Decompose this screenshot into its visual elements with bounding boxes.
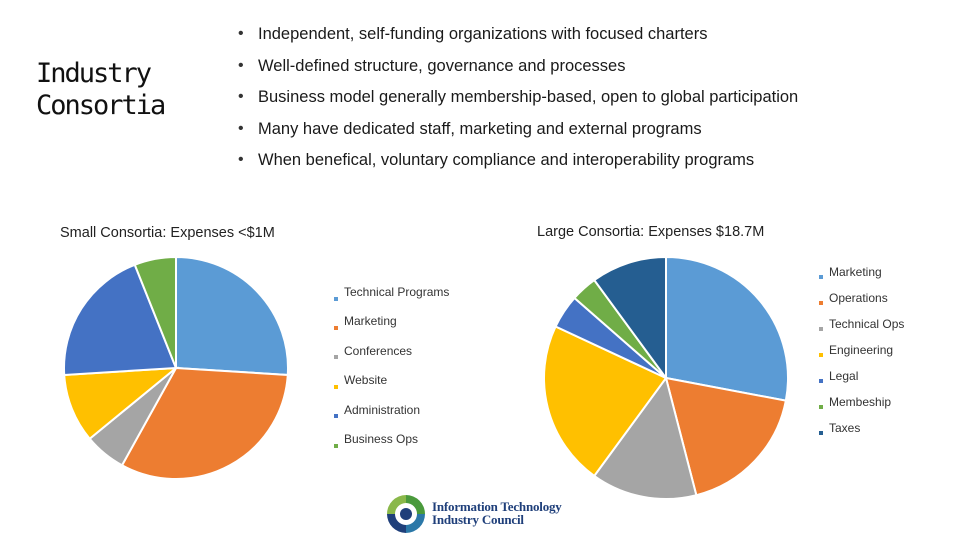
legend-item: Marketing <box>334 313 449 342</box>
itic-logo-text: Information Technology Industry Council <box>432 500 562 526</box>
legend-swatch <box>334 296 338 301</box>
legend-item: Engineering <box>819 342 904 368</box>
pie-slice-technical-programs <box>175 255 289 377</box>
legend-label: Marketing <box>829 265 882 279</box>
logo-text-line-1: Information Technology <box>432 499 562 514</box>
legend-swatch <box>819 353 823 357</box>
small-chart-legend: Technical Programs Marketing Conferences… <box>334 284 449 460</box>
legend-item: Administration <box>334 402 449 431</box>
legend-swatch <box>334 355 338 360</box>
bullet-item: When benefical, voluntary compliance and… <box>236 146 798 178</box>
large-pie-chart <box>543 255 789 500</box>
heading-line-1: Industry <box>36 58 152 89</box>
pie-slice-technical-ops <box>592 375 698 500</box>
legend-label: Technical Ops <box>829 317 905 331</box>
legend-item: Technical Programs <box>334 284 449 313</box>
bullet-item: Independent, self-funding organizations … <box>236 20 798 52</box>
legend-swatch <box>819 379 823 383</box>
legend-swatch <box>819 275 823 279</box>
legend-item: Legal <box>819 368 904 394</box>
pie-slice-taxes <box>592 255 667 382</box>
legend-swatch <box>334 443 338 448</box>
legend-label: Legal <box>829 369 859 383</box>
legend-label: Marketing <box>344 314 397 329</box>
legend-swatch <box>819 405 823 409</box>
legend-item: Marketing <box>819 264 904 290</box>
slide-heading: Industry Consortia <box>36 58 216 122</box>
legend-label: Taxes <box>829 421 861 435</box>
bullet-item: Business model generally membership-base… <box>236 83 798 115</box>
legend-label: Technical Programs <box>344 285 450 299</box>
pie-slice-operations <box>664 376 788 497</box>
pie-slice-marketing <box>120 366 289 480</box>
legend-item: Conferences <box>334 343 449 372</box>
legend-label: Engineering <box>829 343 894 357</box>
legend-label: Administration <box>344 402 421 417</box>
small-pie-chart <box>63 255 289 480</box>
legend-swatch <box>334 414 338 419</box>
legend-item: Website <box>334 372 449 401</box>
bullet-item: Well-defined structure, governance and p… <box>236 52 798 84</box>
logo-text-line-2: Industry Council <box>432 512 524 527</box>
itic-logo: Information Technology Industry Council <box>384 492 584 536</box>
pie-slice-business-ops <box>133 255 177 369</box>
legend-item: Membeship <box>819 394 904 420</box>
large-chart-legend: Marketing Operations Technical Ops Engin… <box>819 264 904 446</box>
heading-line-2: Consortia <box>36 90 166 121</box>
legend-label: Operations <box>829 291 888 305</box>
itic-swirl-icon <box>386 494 426 534</box>
legend-label: Business Ops <box>344 431 419 446</box>
bullet-item: Many have dedicated staff, marketing and… <box>236 115 798 147</box>
pie-slice-administration <box>63 263 178 377</box>
legend-swatch <box>334 384 338 389</box>
legend-swatch <box>819 327 823 331</box>
small-chart-title: Small Consortia: Expenses <$1M <box>60 225 275 241</box>
legend-swatch <box>819 301 823 305</box>
legend-label: Conferences <box>344 343 413 358</box>
legend-item: Business Ops <box>334 431 449 460</box>
legend-swatch <box>819 431 823 435</box>
bullet-list: Independent, self-funding organizations … <box>236 20 798 178</box>
large-chart-title: Large Consortia: Expenses $18.7M <box>537 224 765 240</box>
legend-label: Membeship <box>829 395 892 409</box>
legend-item: Operations <box>819 290 904 316</box>
pie-slice-marketing <box>665 255 789 402</box>
legend-swatch <box>334 326 338 331</box>
legend-item: Taxes <box>819 420 904 446</box>
legend-label: Website <box>344 373 388 388</box>
legend-item: Technical Ops <box>819 316 904 342</box>
